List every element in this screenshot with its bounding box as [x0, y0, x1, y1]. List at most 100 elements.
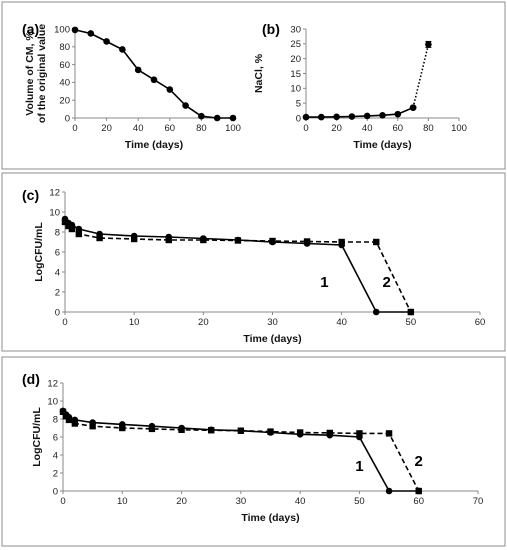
y-tick-label: 0 [296, 113, 301, 124]
x-tick-label: 100 [225, 123, 241, 134]
data-point-square [200, 236, 207, 244]
data-point-square [385, 430, 393, 437]
data-point-square [75, 230, 83, 238]
data-point-square [89, 423, 96, 430]
x-tick-label: 50 [354, 496, 365, 507]
panel-frame-d [1, 356, 506, 547]
data-point-circle [302, 113, 310, 121]
data-point-square [407, 308, 415, 316]
y-tick-label: 12 [47, 378, 58, 389]
y-tick-label: 10 [47, 396, 58, 407]
data-point-circle [379, 112, 386, 119]
data-point-circle [75, 225, 83, 233]
x-tick-label: 40 [295, 496, 306, 507]
data-point-circle [229, 114, 237, 122]
y-axis-label: LogCFU/mL [33, 222, 45, 282]
series-line-c-1 [64, 218, 411, 313]
data-point-square [130, 235, 138, 243]
data-point-circle [166, 86, 174, 93]
y-tick-label: 4 [53, 450, 58, 461]
y-tick-label: 0 [55, 307, 60, 318]
data-point-square [119, 424, 126, 432]
x-axis-label: Time (days) [241, 512, 299, 524]
data-point-square [165, 236, 172, 244]
data-point-circle [333, 113, 340, 121]
chart-b [302, 28, 460, 121]
data-point-circle [318, 113, 325, 121]
data-point-square [208, 427, 215, 434]
y-tick-label: 0 [53, 486, 58, 497]
x-axis-label: Time (days) [243, 333, 301, 345]
y-tick-label: 0 [65, 113, 70, 124]
data-point-square [303, 238, 311, 245]
y-tick-label: 15 [290, 69, 301, 80]
data-point-square [148, 425, 156, 433]
data-point-circle [87, 30, 95, 37]
x-tick-label: 70 [473, 496, 484, 507]
data-point-circle [425, 41, 432, 48]
x-axis-label: Time (days) [353, 139, 411, 151]
x-tick-label: 20 [331, 123, 342, 134]
x-tick-label: 20 [101, 123, 112, 134]
x-tick-label: 40 [362, 123, 373, 134]
data-point-square [237, 427, 245, 434]
x-tick-label: 60 [393, 123, 404, 134]
data-point-square [338, 238, 345, 246]
x-tick-label: 80 [196, 123, 207, 134]
x-tick-label: 30 [236, 496, 247, 507]
x-tick-label: 10 [129, 317, 140, 328]
x-tick-label: 30 [267, 317, 278, 328]
panel-label: (a) [22, 21, 39, 37]
chart-d [59, 382, 479, 495]
y-tick-label: 20 [290, 54, 301, 65]
y-tick-label: 6 [55, 247, 60, 258]
y-tick-label: 20 [59, 96, 70, 107]
panel-label: (c) [22, 187, 39, 203]
data-point-square [71, 420, 79, 427]
y-tick-label: 40 [59, 78, 70, 89]
y-tick-label: 8 [53, 414, 58, 425]
x-tick-label: 80 [423, 123, 434, 134]
data-point-square [269, 237, 276, 245]
data-point-square [178, 426, 185, 433]
y-tick-label: 12 [49, 187, 60, 198]
y-axis-label: LogCFU/mL [31, 407, 43, 467]
data-point-square [356, 430, 363, 437]
panel-frame-c [1, 172, 506, 352]
x-tick-label: 40 [133, 123, 144, 134]
x-axis-label: Time (days) [125, 139, 183, 151]
x-tick-label: 100 [451, 123, 467, 134]
x-tick-label: 10 [117, 496, 128, 507]
curve-number-label: 2 [382, 274, 390, 291]
panel-label: (b) [262, 21, 280, 37]
data-point-square [267, 428, 274, 435]
data-point-square [59, 408, 67, 415]
x-tick-label: 40 [336, 317, 347, 328]
panel-frame-top [1, 1, 506, 170]
data-point-circle [134, 66, 142, 74]
curve-number-label: 1 [320, 274, 328, 291]
data-point-square [96, 234, 103, 242]
data-point-square [62, 413, 70, 420]
x-tick-label: 60 [475, 317, 486, 328]
data-point-circle [150, 76, 158, 84]
x-tick-label: 60 [413, 496, 424, 507]
series-line-d-1 [62, 410, 419, 492]
x-tick-label: 0 [62, 317, 67, 328]
x-tick-label: 50 [406, 317, 417, 328]
y-tick-label: 10 [290, 84, 301, 95]
curve-number-label: 1 [355, 458, 363, 475]
y-axis-label: of the original value [36, 24, 48, 123]
x-tick-label: 0 [72, 123, 77, 134]
data-point-circle [394, 110, 402, 118]
curve-number-label: 2 [415, 453, 423, 470]
data-point-square [296, 429, 304, 436]
y-tick-label: 25 [290, 39, 301, 50]
data-point-square [68, 225, 76, 233]
y-axis-label: Volume of CM, % [24, 31, 36, 116]
y-tick-label: 60 [59, 60, 70, 71]
chart-a [71, 26, 237, 122]
data-point-circle [182, 102, 189, 109]
y-axis-label: NaCl, % [253, 53, 265, 93]
x-tick-label: 60 [165, 123, 176, 134]
